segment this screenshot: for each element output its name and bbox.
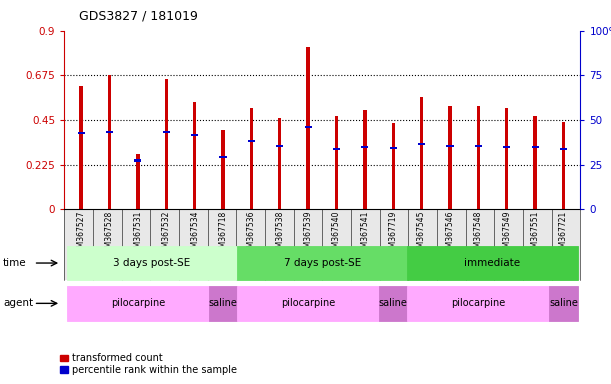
Bar (448, 106, 452, 209)
Bar (163, 131, 170, 133)
Bar (134, 159, 142, 162)
Bar (532, 146, 539, 148)
Text: 7 days post-SE: 7 days post-SE (284, 258, 361, 268)
Text: pilocarpine: pilocarpine (281, 298, 335, 308)
Bar (304, 126, 312, 128)
Bar (306, 46, 310, 209)
Bar (505, 108, 508, 209)
Text: saline: saline (379, 298, 408, 308)
Bar (276, 145, 284, 147)
Bar (418, 142, 425, 145)
Bar (164, 79, 168, 209)
Legend: transformed count, percentile rank within the sample: transformed count, percentile rank withi… (60, 353, 236, 375)
Text: saline: saline (208, 298, 238, 308)
Text: time: time (3, 258, 27, 268)
Text: pilocarpine: pilocarpine (451, 298, 505, 308)
Bar (78, 132, 85, 134)
Bar (363, 110, 367, 209)
Bar (562, 122, 565, 209)
Bar (335, 116, 338, 209)
Text: pilocarpine: pilocarpine (111, 298, 165, 308)
Bar (447, 145, 453, 147)
Text: saline: saline (549, 298, 578, 308)
Bar (361, 146, 368, 148)
Bar (136, 154, 139, 209)
Text: GDS3827 / 181019: GDS3827 / 181019 (79, 10, 199, 23)
Bar (278, 118, 282, 209)
Bar (392, 123, 395, 209)
Bar (79, 86, 83, 209)
Bar (333, 147, 340, 150)
Text: 3 days post-SE: 3 days post-SE (114, 258, 191, 268)
Text: immediate: immediate (464, 258, 521, 268)
Bar (533, 116, 536, 209)
Bar (106, 131, 113, 133)
Text: agent: agent (3, 298, 33, 308)
Bar (250, 108, 253, 209)
Bar (477, 106, 480, 209)
Bar (191, 134, 198, 136)
Bar (420, 97, 423, 209)
Bar (221, 130, 225, 209)
Bar (475, 145, 482, 147)
Bar (560, 147, 567, 150)
Bar (503, 146, 510, 148)
Bar (248, 140, 255, 142)
Bar (193, 102, 196, 209)
Bar (108, 75, 111, 209)
Bar (219, 156, 227, 158)
Bar (390, 147, 397, 149)
